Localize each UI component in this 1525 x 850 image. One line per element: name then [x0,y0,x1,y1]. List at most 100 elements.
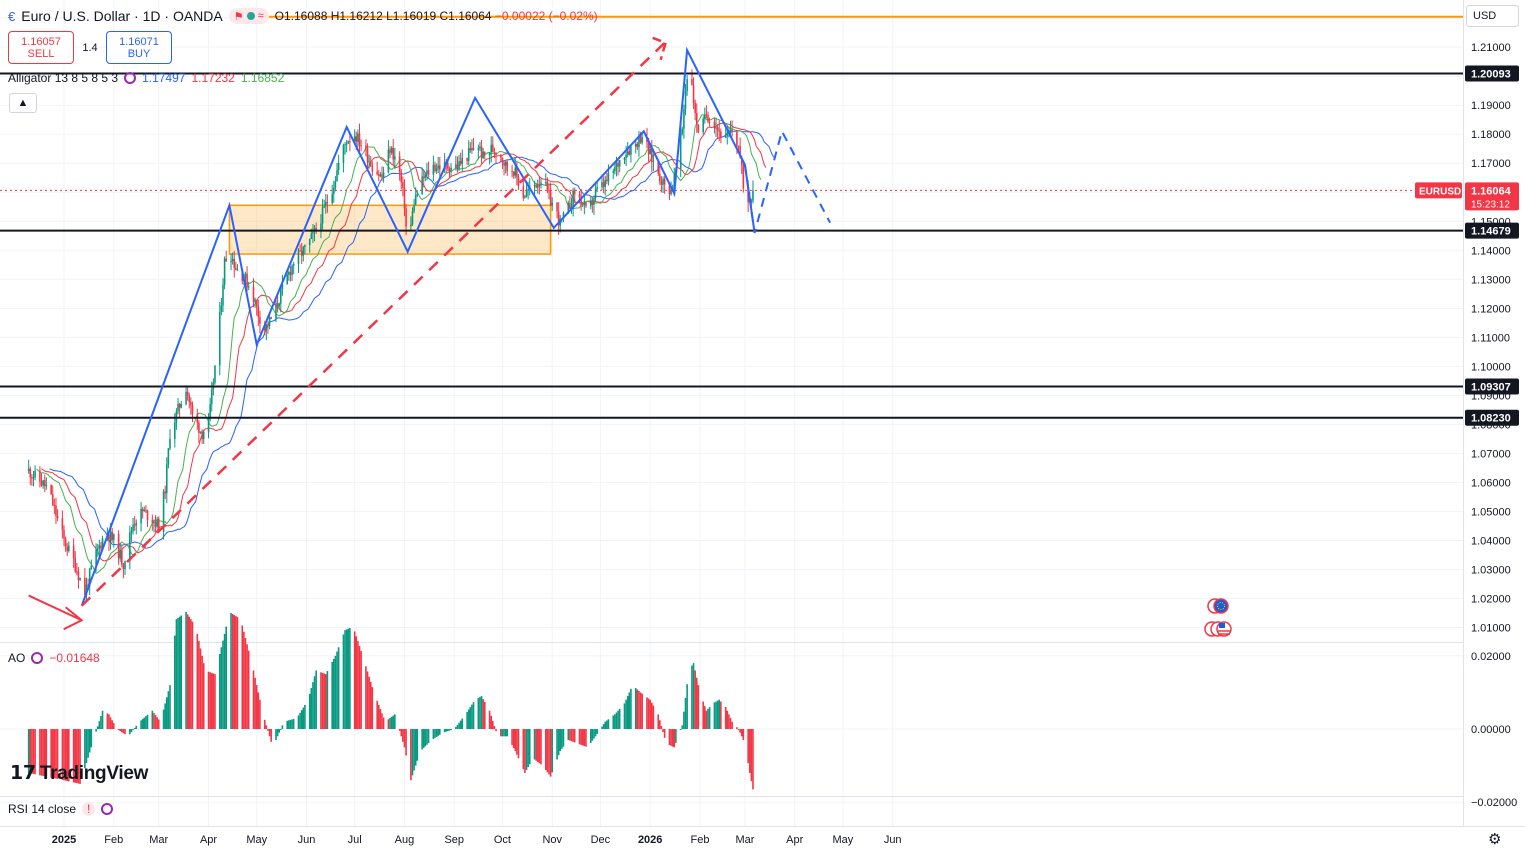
price-tick-label[interactable]: 1.04000 [1471,535,1511,547]
time-label[interactable]: 2025 [52,834,76,846]
zigzag-pattern-line[interactable] [80,46,756,607]
price-tick-label[interactable]: 1.07000 [1471,448,1511,460]
us-flag-icon[interactable] [1204,621,1232,637]
price-tick-label[interactable]: 1.18000 [1471,129,1511,141]
horizontal-levels[interactable] [0,15,1463,419]
candle-body [572,190,574,207]
ao-bar [297,715,300,730]
ao-bar [119,729,122,732]
time-label[interactable]: Apr [786,834,803,846]
time-label[interactable]: May [246,834,267,846]
candle-body [472,148,475,150]
ao-legend[interactable]: AO −0.01648 [8,651,100,665]
candle-body [589,201,592,207]
alligator-label[interactable]: Alligator 13 8 5 8 5 3 [8,71,119,85]
warning-icon[interactable]: ! [82,802,96,816]
time-label[interactable]: Oct [494,834,511,846]
price-tick-label[interactable]: 1.21000 [1471,42,1511,54]
level-price-tag[interactable]: 1.09307 [1471,381,1511,393]
ao-bar [501,729,504,737]
time-label[interactable]: Jun [298,834,316,846]
candle-body [389,149,391,153]
candle-body [569,202,571,209]
candle-body [581,204,584,206]
candles [27,69,754,601]
time-label[interactable]: Jun [884,834,902,846]
time-label[interactable]: Nov [542,834,562,846]
alligator-legend[interactable]: Alligator 13 8 5 8 5 3 1.17497 1.17232 1… [8,71,284,85]
price-tick-label[interactable]: 1.14000 [1471,245,1511,257]
price-tick-label[interactable]: 1.12000 [1471,303,1511,315]
level-price-tag[interactable]: 1.20093 [1471,68,1511,80]
level-price-tag[interactable]: 1.08230 [1471,413,1511,425]
sell-button[interactable]: 1.16057 SELL [8,31,74,64]
ao-bar [707,708,709,730]
ao-bar [578,729,581,745]
market-status[interactable]: ⚑ ≈ [228,8,269,24]
ao-bar [612,715,615,730]
ao-tick-label[interactable]: −0.02000 [1471,797,1517,809]
symbol-header[interactable]: € Euro / U.S. Dollar · 1D · OANDA ⚑ ≈ O1.… [8,6,598,26]
level-price-tag[interactable]: 1.14679 [1471,226,1511,238]
price-tick-label[interactable]: 1.03000 [1471,564,1511,576]
current-price-tag[interactable]: 1.16064 [1471,185,1512,197]
currency-select[interactable]: USD [1466,5,1519,27]
rsi-legend[interactable]: RSI 14 close ! [8,802,114,816]
ao-bar [141,718,144,730]
time-label[interactable]: 2026 [638,834,662,846]
candle-body [413,204,415,212]
price-tick-label[interactable]: 1.11000 [1471,332,1510,344]
candle-body [312,231,314,234]
zigzag-projection-line[interactable] [743,128,831,234]
settings-gear-icon[interactable]: ⚙ [1488,831,1502,848]
time-label[interactable]: Jul [348,834,362,846]
ao-bar [748,729,751,773]
event-flags[interactable] [1204,598,1232,637]
price-tick-label[interactable]: 1.13000 [1471,274,1511,286]
time-label[interactable]: May [833,834,854,846]
symbol-tag[interactable]: EURUSD [1419,186,1461,197]
time-axis[interactable]: 2025 Feb Mar Apr May Jun Jul Aug Sep Oct Nov Dec 202… [52,834,902,846]
candle-body [201,431,203,440]
price-tick-label[interactable]: 1.17000 [1471,158,1511,170]
ao-tick-label[interactable]: 0.02000 [1471,651,1511,663]
time-label[interactable]: Aug [395,834,415,846]
ao-bar [109,717,112,730]
price-tick-label[interactable]: 1.10000 [1471,361,1511,373]
collapse-legend-button[interactable]: ▲ [9,93,37,113]
buy-button[interactable]: 1.16071 BUY [106,31,172,64]
ao-bar [683,711,685,730]
tradingview-logo[interactable]: 𝟭𝟳 TradingView [10,762,148,785]
symbol-title[interactable]: Euro / U.S. Dollar · 1D · OANDA [21,8,223,24]
candle-body [153,521,155,523]
candle-body [483,151,486,156]
price-axis[interactable]: 1.01000 1.02000 1.03000 1.04000 1.05000 1.060… [1415,0,1525,826]
eu-flag-icon[interactable] [1207,598,1229,614]
ao-tick-label[interactable]: 0.00000 [1471,724,1511,736]
price-tick-label[interactable]: 1.19000 [1471,100,1511,112]
ao-label[interactable]: AO [8,651,26,665]
rsi-label[interactable]: RSI 14 close [8,802,77,816]
dashed-trendline[interactable] [80,41,666,607]
price-tick-label[interactable]: 1.01000 [1471,622,1511,634]
drawings[interactable] [28,36,831,631]
time-label[interactable]: Dec [591,834,611,846]
price-tick-label[interactable]: 1.05000 [1471,506,1511,518]
candle-body [198,422,200,433]
time-label[interactable]: Feb [690,834,709,846]
red-arrow-line[interactable] [28,594,83,622]
ao-bar [450,729,452,731]
price-tick-label[interactable]: 1.02000 [1471,593,1511,605]
time-label[interactable]: Mar [149,834,168,846]
price-tick-label[interactable]: 1.06000 [1471,477,1511,489]
candle-body [739,146,741,158]
time-label[interactable]: Apr [200,834,217,846]
candle-body [185,391,187,405]
ao-bar [466,711,468,730]
candle-body [178,403,181,408]
ao-bar [546,729,549,773]
time-label[interactable]: Mar [735,834,754,846]
time-label[interactable]: Sep [444,834,464,846]
time-label[interactable]: Feb [104,834,123,846]
